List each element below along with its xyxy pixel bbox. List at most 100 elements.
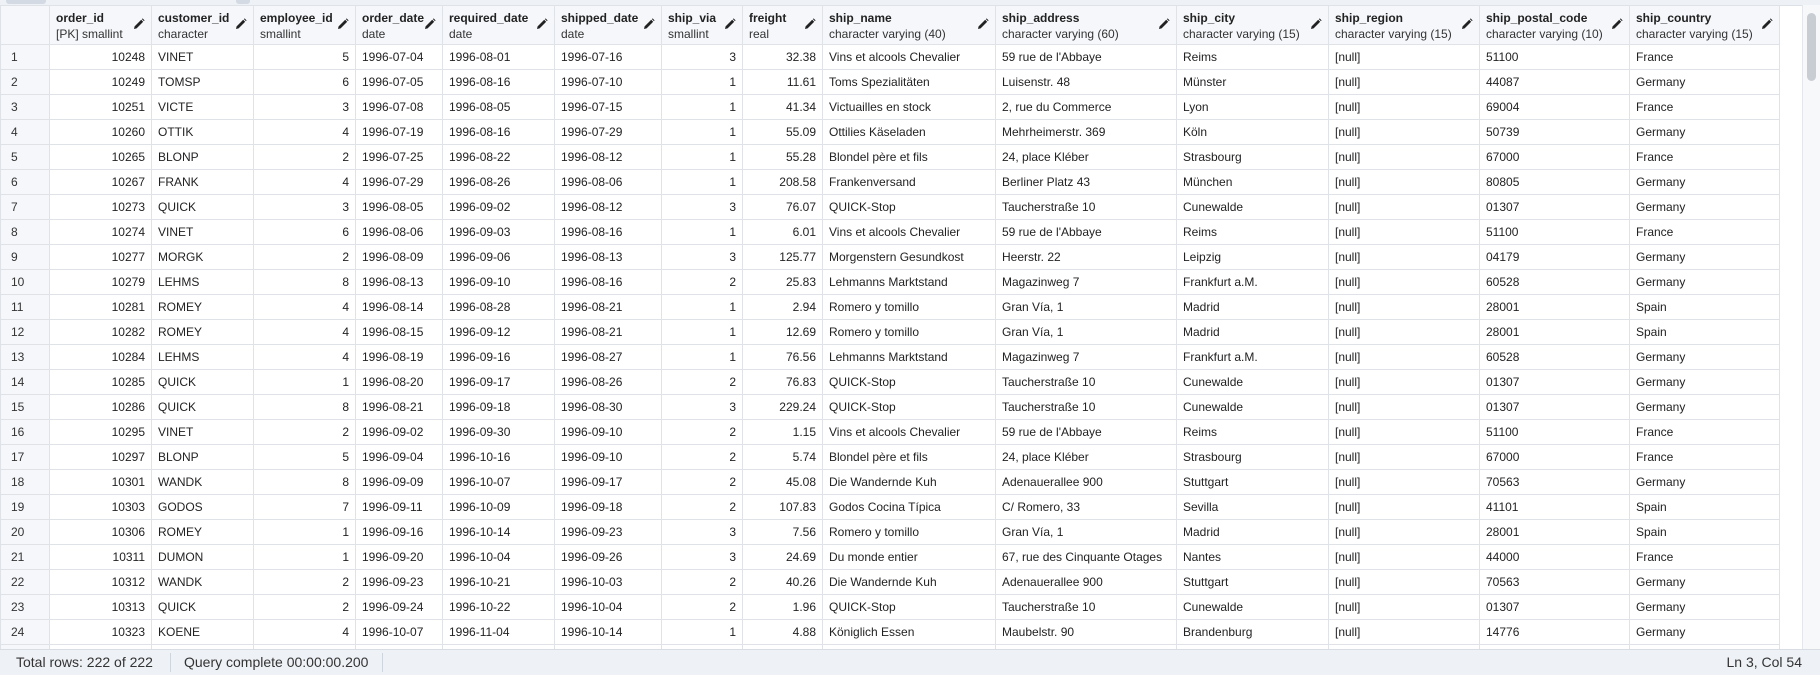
cell-ship-name[interactable]: Vins et alcools Chevalier: [822, 419, 996, 445]
column-header-order-id[interactable]: order_id [PK] smallint: [49, 5, 152, 45]
cell-required-date[interactable]: 1996-08-26: [442, 169, 555, 195]
cell-shipped-date[interactable]: 1996-08-13: [554, 244, 662, 270]
column-header-shipped-date[interactable]: shipped_date date: [554, 5, 662, 45]
cell-order-date[interactable]: 1996-09-02: [355, 419, 443, 445]
pencil-icon[interactable]: [1158, 18, 1170, 30]
cell-freight[interactable]: 125.77: [742, 244, 823, 270]
cell-order-date[interactable]: 1996-09-04: [355, 444, 443, 470]
cell-freight[interactable]: 32.38: [742, 44, 823, 70]
cell-customer-id[interactable]: VICTE: [151, 94, 254, 120]
cell-ship-address[interactable]: Gran Vía, 1: [995, 519, 1177, 545]
cell-ship-postal-code[interactable]: 01307: [1479, 594, 1630, 620]
cell-freight[interactable]: 76.56: [742, 344, 823, 370]
vertical-scrollbar[interactable]: [1802, 5, 1820, 649]
cell-customer-id[interactable]: VINET: [151, 219, 254, 245]
cell-order-date[interactable]: 1996-07-08: [355, 94, 443, 120]
cell-employee-id[interactable]: 5: [253, 444, 356, 470]
cell-ship-address[interactable]: Adenauerallee 900: [995, 469, 1177, 495]
cell-ship-postal-code[interactable]: 67000: [1479, 144, 1630, 170]
cell-order-id[interactable]: 10267: [49, 169, 152, 195]
table-row[interactable]: 1 10248 VINET 5 1996-07-04 1996-08-01 1996-07-…: [0, 44, 1780, 70]
cell-ship-region[interactable]: [null]: [1328, 419, 1480, 445]
cell-ship-via[interactable]: 1: [661, 619, 743, 645]
cell-shipped-date[interactable]: 1996-08-12: [554, 144, 662, 170]
cell-ship-country[interactable]: Germany: [1629, 594, 1780, 620]
cell-ship-address[interactable]: 24, place Kléber: [995, 144, 1177, 170]
cell-order-date[interactable]: 1996-08-13: [355, 269, 443, 295]
cell-order-id[interactable]: 10260: [49, 119, 152, 145]
cell-ship-city[interactable]: Frankfurt a.M.: [1176, 344, 1329, 370]
cell-ship-region[interactable]: [null]: [1328, 544, 1480, 570]
cell-ship-address[interactable]: Gran Vía, 1: [995, 319, 1177, 345]
cell-freight[interactable]: 229.24: [742, 394, 823, 420]
cell-freight[interactable]: 25.83: [742, 269, 823, 295]
cell-employee-id[interactable]: 4: [253, 119, 356, 145]
cell-ship-name[interactable]: QUICK-Stop: [822, 369, 996, 395]
cell-required-date[interactable]: 1996-08-16: [442, 119, 555, 145]
cell-required-date[interactable]: 1996-10-04: [442, 544, 555, 570]
cell-ship-region[interactable]: [null]: [1328, 394, 1480, 420]
cell-ship-address[interactable]: Taucherstraße 10: [995, 394, 1177, 420]
cell-shipped-date[interactable]: 1996-08-12: [554, 194, 662, 220]
column-header-ship-country[interactable]: ship_country character varying (15): [1629, 5, 1780, 45]
cell-ship-name[interactable]: Die Wandernde Kuh: [822, 469, 996, 495]
column-header-ship-address[interactable]: ship_address character varying (60): [995, 5, 1177, 45]
cell-required-date[interactable]: 1996-09-02: [442, 194, 555, 220]
pencil-icon[interactable]: [804, 18, 816, 30]
cell-required-date[interactable]: 1996-09-17: [442, 369, 555, 395]
cell-freight[interactable]: 41.34: [742, 94, 823, 120]
cell-ship-region[interactable]: [null]: [1328, 269, 1480, 295]
cell-ship-address[interactable]: Taucherstraße 10: [995, 194, 1177, 220]
table-row[interactable]: 24 10323 KOENE 4 1996-10-07 1996-11-04 1996-10…: [0, 619, 1780, 645]
cell-ship-address[interactable]: Magazinweg 7: [995, 344, 1177, 370]
cell-ship-via[interactable]: 1: [661, 294, 743, 320]
cell-shipped-date[interactable]: 1996-07-16: [554, 44, 662, 70]
cell-order-date[interactable]: 1996-07-25: [355, 144, 443, 170]
cell-ship-city[interactable]: Strasbourg: [1176, 444, 1329, 470]
cell-customer-id[interactable]: OTTIK: [151, 119, 254, 145]
cell-ship-via[interactable]: 1: [661, 119, 743, 145]
cell-ship-via[interactable]: 2: [661, 569, 743, 595]
cell-ship-country[interactable]: Germany: [1629, 569, 1780, 595]
cell-ship-country[interactable]: Spain: [1629, 519, 1780, 545]
cell-ship-via[interactable]: 1: [661, 169, 743, 195]
cell-ship-address[interactable]: Adenauerallee 900: [995, 569, 1177, 595]
column-header-order-date[interactable]: order_date date: [355, 5, 443, 45]
cell-customer-id[interactable]: GODOS: [151, 494, 254, 520]
cell-ship-address[interactable]: 59 rue de l'Abbaye: [995, 419, 1177, 445]
table-row[interactable]: 6 10267 FRANK 4 1996-07-29 1996-08-26 1996-08-…: [0, 169, 1780, 195]
cell-employee-id[interactable]: 1: [253, 369, 356, 395]
cell-shipped-date[interactable]: 1996-09-26: [554, 544, 662, 570]
cell-required-date[interactable]: 1996-08-22: [442, 144, 555, 170]
cell-shipped-date[interactable]: 1996-10-14: [554, 619, 662, 645]
scrollbar-thumb[interactable]: [1807, 13, 1816, 81]
cell-ship-region[interactable]: [null]: [1328, 369, 1480, 395]
cell-employee-id[interactable]: 6: [253, 69, 356, 95]
cell-shipped-date[interactable]: 1996-07-15: [554, 94, 662, 120]
cell-ship-via[interactable]: 2: [661, 419, 743, 445]
cell-ship-address[interactable]: Taucherstraße 10: [995, 369, 1177, 395]
cell-ship-name[interactable]: QUICK-Stop: [822, 394, 996, 420]
cell-ship-postal-code[interactable]: 60528: [1479, 344, 1630, 370]
cell-ship-name[interactable]: Lehmanns Marktstand: [822, 344, 996, 370]
cell-customer-id[interactable]: TOMSP: [151, 69, 254, 95]
cell-freight[interactable]: 24.69: [742, 544, 823, 570]
table-row[interactable]: 18 10301 WANDK 8 1996-09-09 1996-10-07 1996-09…: [0, 469, 1780, 495]
cell-order-id[interactable]: 10306: [49, 519, 152, 545]
cell-ship-name[interactable]: Du monde entier: [822, 544, 996, 570]
data-output-grid[interactable]: order_id [PK] smallint customer_id characte…: [0, 5, 1802, 649]
cell-employee-id[interactable]: 3: [253, 94, 356, 120]
cell-order-date[interactable]: 1996-09-11: [355, 494, 443, 520]
column-header-required-date[interactable]: required_date date: [442, 5, 555, 45]
cell-customer-id[interactable]: QUICK: [151, 394, 254, 420]
cell-ship-postal-code[interactable]: 50739: [1479, 119, 1630, 145]
cell-ship-region[interactable]: [null]: [1328, 69, 1480, 95]
cell-shipped-date[interactable]: 1996-09-10: [554, 419, 662, 445]
cell-order-date[interactable]: 1996-09-16: [355, 519, 443, 545]
cell-freight[interactable]: 107.83: [742, 494, 823, 520]
cell-order-date[interactable]: 1996-08-06: [355, 219, 443, 245]
cell-required-date[interactable]: 1996-10-09: [442, 494, 555, 520]
cell-order-date[interactable]: 1996-10-07: [355, 619, 443, 645]
cell-order-id[interactable]: 10311: [49, 544, 152, 570]
cell-ship-city[interactable]: Stuttgart: [1176, 469, 1329, 495]
